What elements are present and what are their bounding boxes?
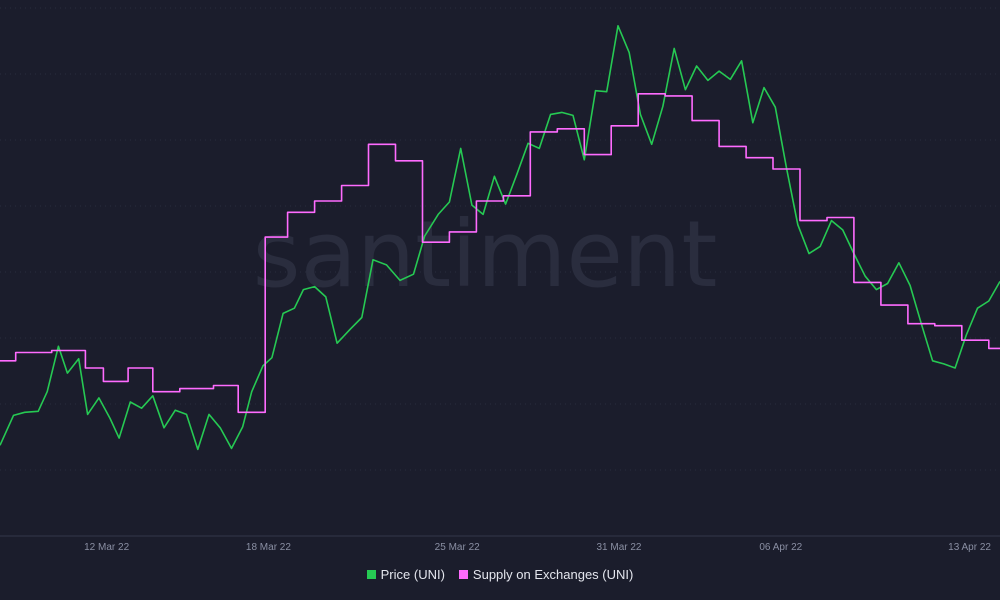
legend-label-supply: Supply on Exchanges (UNI) — [472, 567, 634, 582]
x-tick-label: 25 Mar 22 — [435, 542, 480, 553]
watermark: santiment — [253, 201, 718, 308]
legend-label-price: Price (UNI) — [380, 567, 445, 582]
x-tick-label: 06 Apr 22 — [759, 542, 802, 553]
supply-line — [0, 93, 1000, 414]
legend: Price (UNI) Supply on Exchanges (UNI) — [0, 567, 1000, 582]
series-lines — [0, 25, 1000, 451]
legend-item-supply[interactable]: Supply on Exchanges (UNI) — [458, 567, 634, 582]
legend-swatch-supply — [458, 570, 468, 579]
x-tick-label: 31 Mar 22 — [596, 542, 641, 553]
chart-canvas: santiment 12 Mar 22 18 Mar 22 25 Mar 22 31 … — [0, 7, 1000, 553]
x-tick-label: 12 Mar 22 — [84, 542, 129, 553]
price-line — [0, 25, 1000, 451]
x-axis: 12 Mar 22 18 Mar 22 25 Mar 22 31 Mar 22 06 A… — [0, 535, 1000, 553]
legend-item-price[interactable]: Price (UNI) — [366, 567, 445, 582]
gridlines — [0, 7, 1000, 471]
x-tick-label: 18 Mar 22 — [246, 542, 291, 553]
x-tick-label: 13 Apr 22 — [948, 542, 991, 553]
legend-swatch-price — [366, 570, 376, 579]
